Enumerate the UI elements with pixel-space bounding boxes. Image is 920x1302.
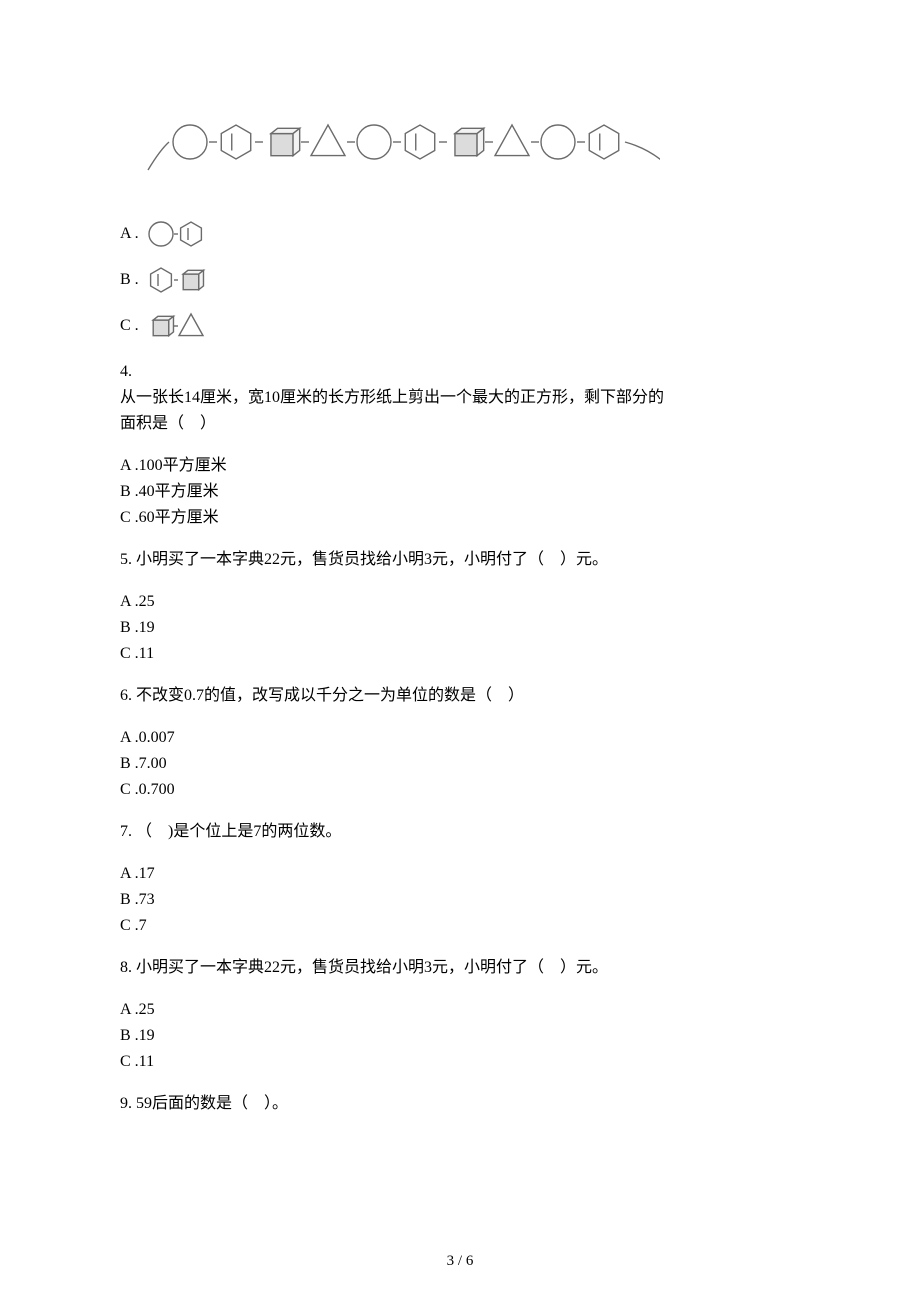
bead-sequence-figure — [140, 100, 800, 188]
q9: 9. 59后面的数是（ ）。 — [120, 1092, 800, 1116]
q7-opt-a: A .17 — [120, 862, 800, 886]
q8-opt-a: A .25 — [120, 998, 800, 1022]
q8-opt-b: B .19 — [120, 1024, 800, 1048]
q7-opt-b: B .73 — [120, 888, 800, 912]
q6-text: 6. 不改变0.7的值，改写成以千分之一为单位的数是（ ） — [120, 684, 800, 708]
q9-text: 9. 59后面的数是（ ）。 — [120, 1092, 800, 1116]
q8-text: 8. 小明买了一本字典22元，售货员找给小明3元，小明付了（ ）元。 — [120, 956, 800, 980]
q7: 7. （ )是个位上是7的两位数。 A .17 B .73 C .7 — [120, 820, 800, 938]
q8-opt-c: C .11 — [120, 1050, 800, 1074]
q5-opt-a: A .25 — [120, 590, 800, 614]
q6-opt-a: A .0.007 — [120, 726, 800, 750]
q3-options: A . B . C . — [120, 218, 800, 342]
q4-opt-b: B .40平方厘米 — [120, 480, 800, 504]
q5-opt-b: B .19 — [120, 616, 800, 640]
q5: 5. 小明买了一本字典22元，售货员找给小明3元，小明付了（ ）元。 A .25… — [120, 548, 800, 666]
q3-option-b: B . — [120, 264, 800, 296]
q6-opt-c: C .0.700 — [120, 778, 800, 802]
page: A . B . C . 4. 从一张长14厘米，宽10厘米的长方形纸上剪出一个最… — [0, 0, 920, 1302]
q7-text: 7. （ )是个位上是7的两位数。 — [120, 820, 800, 844]
q6-opt-b: B .7.00 — [120, 752, 800, 776]
q4-num: 4. — [120, 360, 800, 384]
q3-opt-a-glyph — [145, 218, 209, 250]
q7-opt-c: C .7 — [120, 914, 800, 938]
q4: 4. 从一张长14厘米，宽10厘米的长方形纸上剪出一个最大的正方形，剩下部分的 … — [120, 360, 800, 530]
bead-sequence-svg — [140, 100, 660, 180]
q3-opt-c-glyph — [145, 310, 209, 342]
q3-opt-b-label: B . — [120, 268, 139, 292]
q3-option-a: A . — [120, 218, 800, 250]
q5-text: 5. 小明买了一本字典22元，售货员找给小明3元，小明付了（ ）元。 — [120, 548, 800, 572]
q4-opt-a: A .100平方厘米 — [120, 454, 800, 478]
q4-text-line1: 从一张长14厘米，宽10厘米的长方形纸上剪出一个最大的正方形，剩下部分的 — [120, 386, 800, 410]
q3-opt-c-label: C . — [120, 314, 139, 338]
q5-opt-c: C .11 — [120, 642, 800, 666]
q3-opt-a-label: A . — [120, 222, 139, 246]
q3-opt-b-glyph — [145, 264, 209, 296]
page-number: 3 / 6 — [0, 1250, 920, 1273]
q8: 8. 小明买了一本字典22元，售货员找给小明3元，小明付了（ ）元。 A .25… — [120, 956, 800, 1074]
q4-text-line2: 面积是（ ） — [120, 412, 800, 436]
q4-opt-c: C .60平方厘米 — [120, 506, 800, 530]
q3-option-c: C . — [120, 310, 800, 342]
q6: 6. 不改变0.7的值，改写成以千分之一为单位的数是（ ） A .0.007 B… — [120, 684, 800, 802]
